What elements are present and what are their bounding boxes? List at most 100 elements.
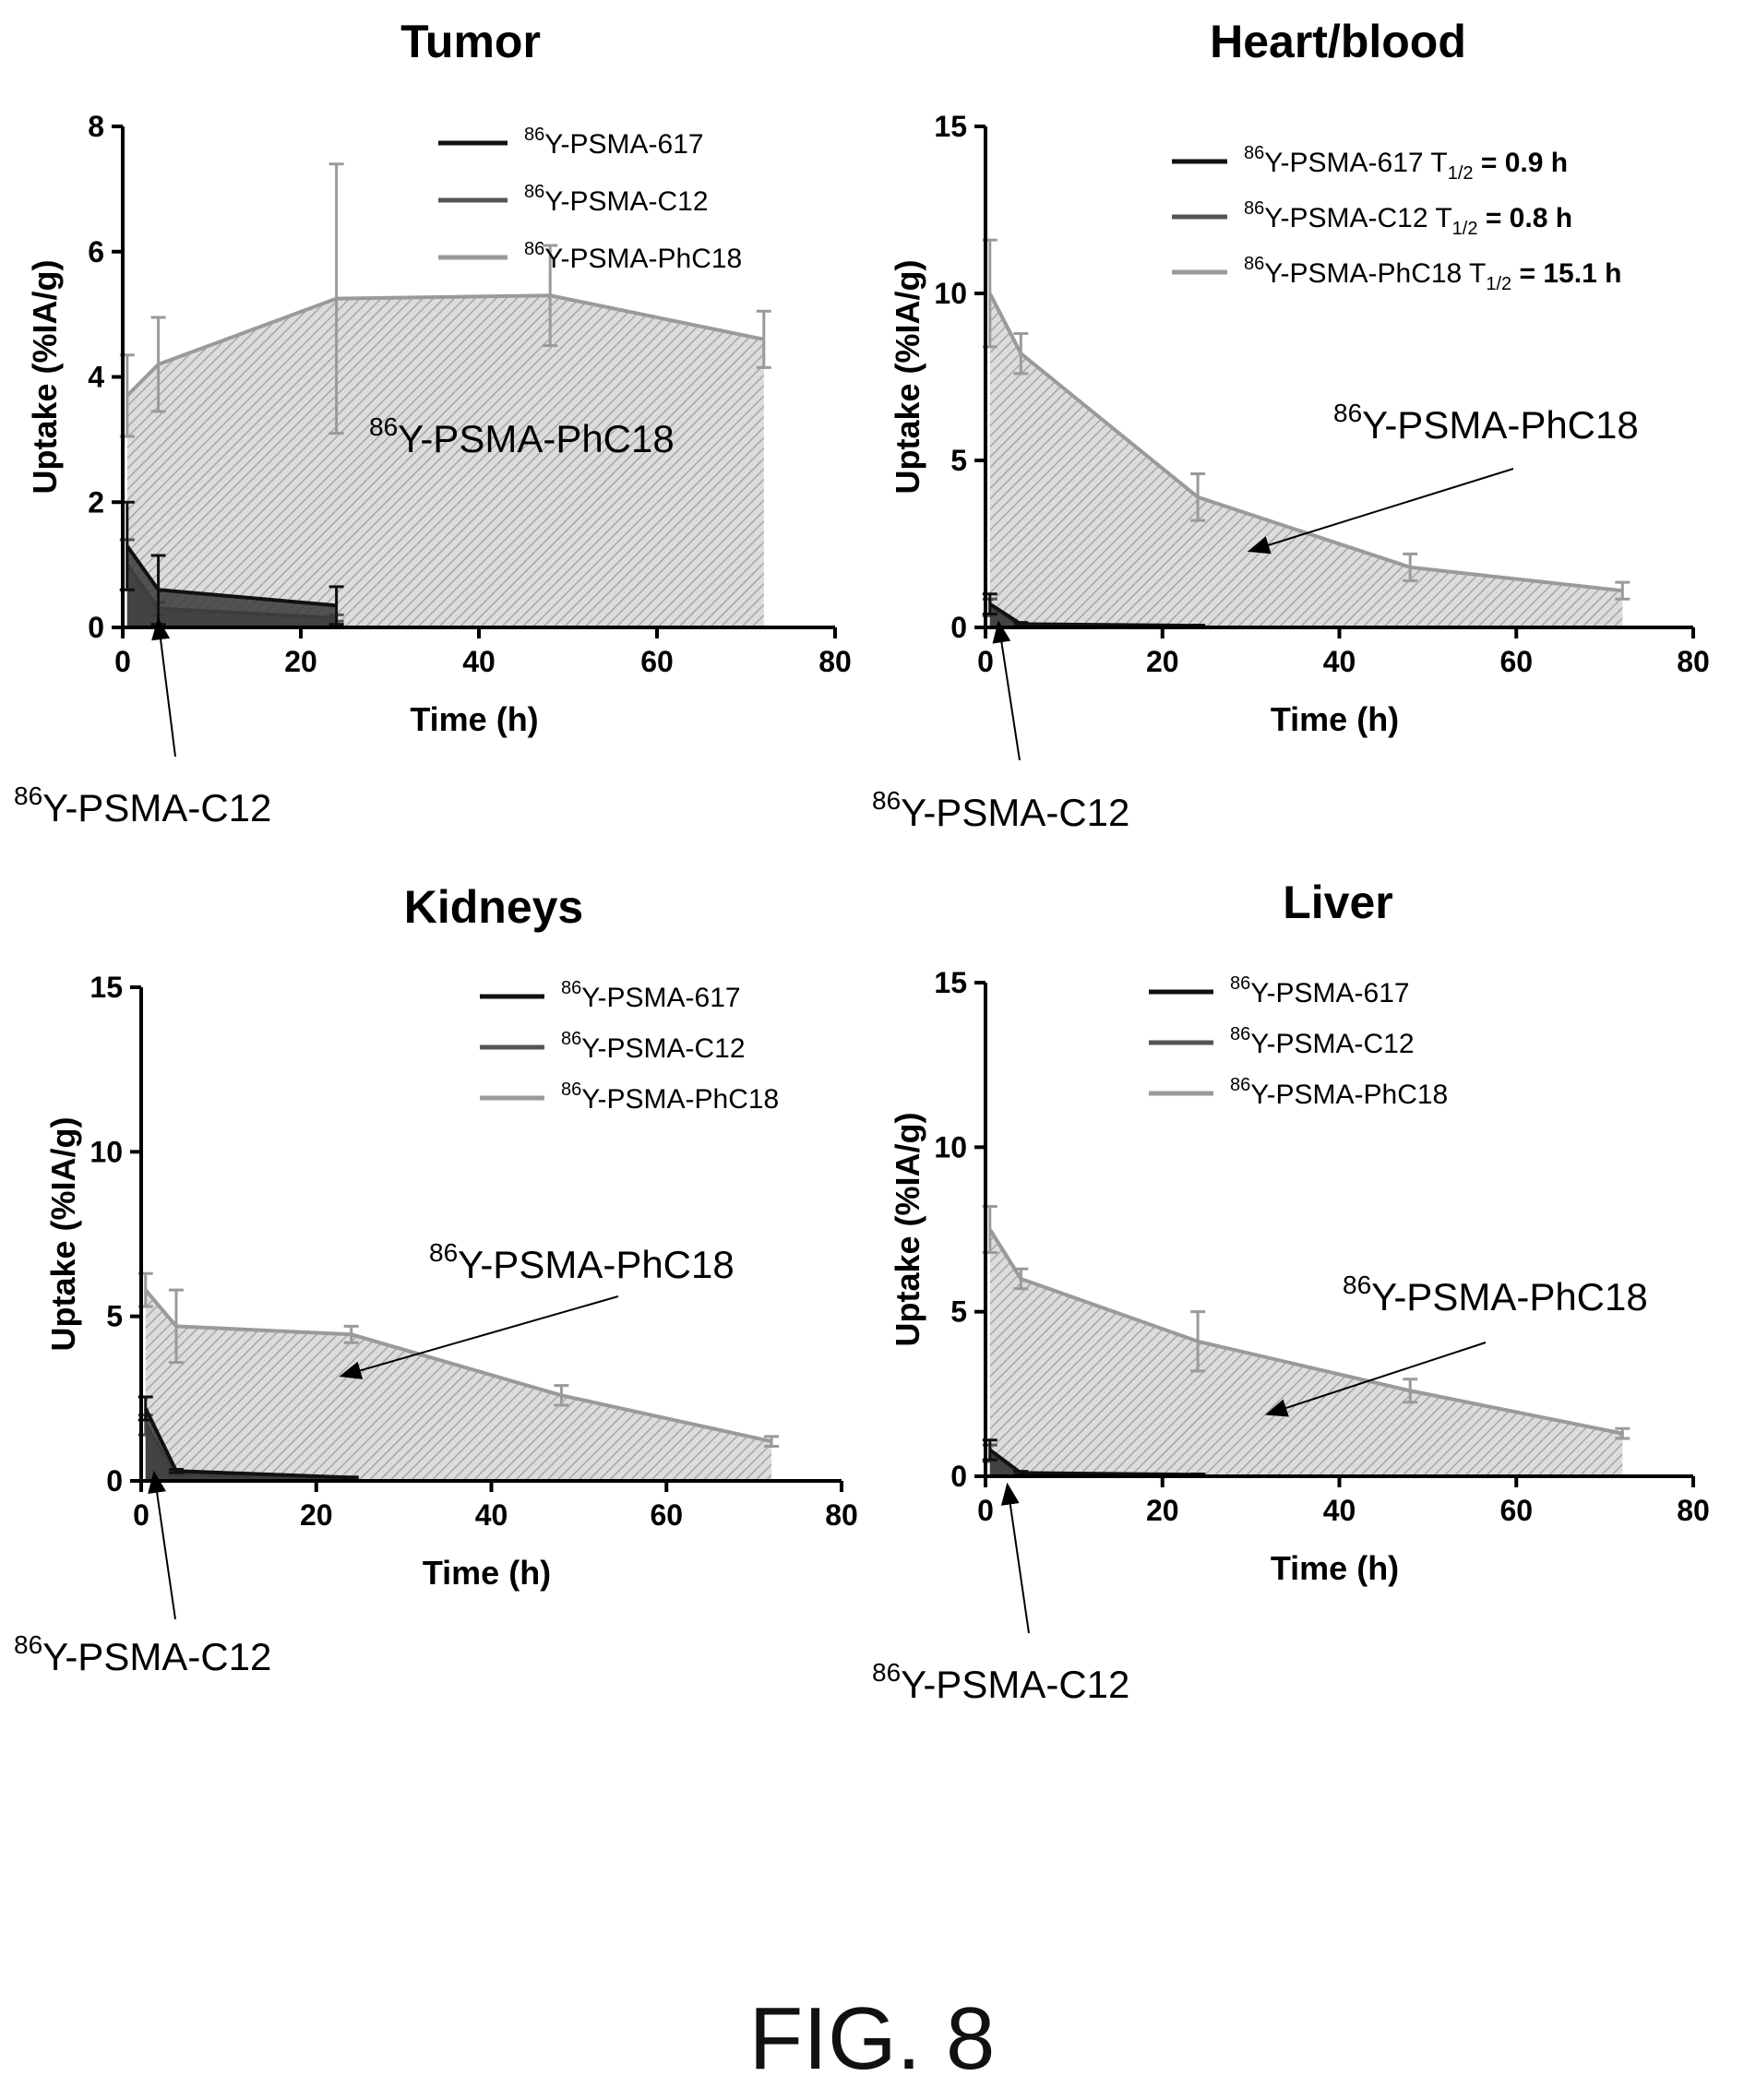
- text-part: Y-: [1264, 258, 1289, 289]
- x-tick-label: 0: [114, 645, 131, 678]
- text-part: Y-: [581, 1084, 606, 1115]
- text-part: 86: [872, 1658, 901, 1687]
- chart-title: Liver: [1283, 877, 1393, 928]
- text-part: T: [1428, 203, 1452, 233]
- annotation-label: 86Y-PSMA-C12: [14, 782, 271, 829]
- text-part: Y-: [544, 186, 569, 217]
- x-tick-label: 40: [462, 645, 496, 678]
- area-psma-phc18: [126, 295, 764, 627]
- annotation-c12: 86Y-PSMA-C12: [872, 1482, 1129, 1706]
- x-tick-label: 0: [977, 645, 994, 678]
- y-axis-label: Uptake (%IA/g): [889, 259, 926, 494]
- chart-panel-tumor: Tumor 0 2 4 6 8 0 20 40 60 80 Time (h) Uptake (%IA/g…: [0, 0, 872, 867]
- annotation-phc18: 86Y-PSMA-PhC18: [1247, 399, 1639, 555]
- text-part: PSMA-617: [1276, 978, 1410, 1008]
- legend-label: 86Y-PSMA-PhC18: [1230, 1075, 1448, 1110]
- legend-label: 86Y-PSMA-C12: [561, 1029, 746, 1064]
- text-part: PSMA-PhC18: [570, 244, 743, 274]
- text-part: 86: [524, 125, 544, 145]
- text-part: Y-: [581, 983, 606, 1013]
- y-axis-label: Uptake (%IA/g): [44, 1116, 82, 1351]
- legend-label: 86Y-PSMA-PhC18 T1/2 = 15.1 h: [1244, 254, 1621, 294]
- legend-item-psma-617: 86Y-PSMA-617: [480, 978, 741, 1013]
- annotation-arrow: [151, 617, 176, 758]
- text-part: 86: [1244, 254, 1264, 274]
- legend-label: 86Y-PSMA-C12: [524, 182, 709, 217]
- annotation-label: 86Y-PSMA-C12: [872, 786, 1129, 834]
- annotation-label: 86Y-PSMA-C12: [14, 1630, 271, 1678]
- errorbar-psma-phc18: [756, 309, 771, 369]
- area-psma-617: [126, 545, 337, 627]
- x-tick-label: 80: [825, 1498, 858, 1532]
- text-part: PSMA-C12: [570, 186, 709, 217]
- y-tick-label: 0: [106, 1464, 123, 1497]
- text-part: 86: [524, 239, 544, 259]
- y-tick-label: 15: [90, 971, 123, 1004]
- x-tick-label: 80: [1677, 1494, 1710, 1527]
- legend-item-psma-617: 86Y-PSMA-617: [438, 125, 704, 160]
- legend-label: 86Y-PSMA-617 T1/2 = 0.9 h: [1244, 143, 1568, 184]
- text-part: Y-: [1264, 148, 1289, 178]
- text-part: PSMA-617: [1290, 148, 1424, 178]
- legend-item-psma-617: 86Y-PSMA-617: [1149, 973, 1410, 1008]
- annotation-phc18: 86Y-PSMA-PhC18: [369, 412, 675, 460]
- x-tick-label: 40: [475, 1498, 508, 1532]
- annotation-phc18: 86Y-PSMA-PhC18: [339, 1238, 735, 1379]
- text-part: 86: [561, 1080, 581, 1100]
- text-part: PSMA-617: [607, 983, 741, 1013]
- text-part: Y-PSMA-C12: [42, 786, 271, 829]
- x-axis-label: Time (h): [423, 1554, 551, 1592]
- errorbar-psma-phc18: [1403, 1378, 1418, 1404]
- text-part: Y-PSMA-PhC18: [398, 417, 675, 460]
- chart-title: Tumor: [400, 16, 541, 67]
- annotation-label: 86Y-PSMA-C12: [872, 1658, 1129, 1706]
- x-tick-label: 60: [650, 1498, 683, 1532]
- y-axis-label: Uptake (%IA/g): [26, 259, 64, 494]
- chart-panel-liver: Liver 0 5 10 15 0 20 40 60 80 Time (h) Uptake (%IA/…: [872, 867, 1744, 1735]
- area-psma-617: [989, 1450, 1199, 1476]
- chart-panel-kidneys: Kidneys 0 5 10 15 0 20 40 60 80 Time (h) Uptake (%I…: [0, 867, 872, 1735]
- text-part: PSMA-PhC18: [1276, 1080, 1449, 1110]
- errorbar-psma-phc18: [554, 1384, 569, 1407]
- y-tick-label: 10: [90, 1135, 123, 1168]
- errorbar-psma-phc18: [764, 1435, 780, 1449]
- text-part: Y-: [1250, 1029, 1275, 1059]
- errorbar-psma-phc18: [343, 1324, 359, 1344]
- text-part: PSMA-PhC18: [607, 1084, 780, 1115]
- text-part: = 0.9 h: [1474, 148, 1569, 178]
- x-tick-label: 60: [1499, 1494, 1533, 1527]
- x-tick-label: 0: [133, 1498, 149, 1532]
- text-part: Y-PSMA-C12: [901, 1663, 1129, 1706]
- legend-label: 86Y-PSMA-C12 T1/2 = 0.8 h: [1244, 198, 1572, 239]
- annotation-label: 86Y-PSMA-PhC18: [429, 1238, 735, 1286]
- x-tick-label: 20: [1146, 1494, 1179, 1527]
- x-tick-label: 80: [1677, 645, 1710, 678]
- legend-item-psma-c12: 86Y-PSMA-C12: [438, 182, 709, 217]
- x-tick-label: 20: [300, 1498, 333, 1532]
- text-part: 86: [1230, 973, 1250, 994]
- legend-item-psma-phc18: 86Y-PSMA-PhC18: [438, 239, 742, 274]
- text-part: 1/2: [1452, 219, 1478, 239]
- chart-svg-liver: Liver 0 5 10 15 0 20 40 60 80 Time (h) Uptake (%IA/…: [872, 877, 1710, 1706]
- legend-item-psma-617: 86Y-PSMA-617 T1/2 = 0.9 h: [1172, 143, 1568, 184]
- text-part: Y-: [544, 244, 569, 274]
- errorbar-psma-phc18: [1013, 1267, 1029, 1291]
- x-tick-label: 60: [1499, 645, 1533, 678]
- text-part: = 15.1 h: [1511, 258, 1621, 289]
- annotation-phc18: 86Y-PSMA-PhC18: [1264, 1271, 1648, 1417]
- errorbar-psma-phc18: [150, 316, 166, 413]
- errorbar-psma-phc18: [1190, 471, 1206, 522]
- errorbar-psma-617: [328, 585, 344, 626]
- chart-svg-kidneys: Kidneys 0 5 10 15 0 20 40 60 80 Time (h) Uptake (%I…: [14, 881, 858, 1678]
- text-part: T: [1462, 258, 1486, 289]
- y-tick-label: 8: [88, 110, 104, 143]
- text-part: 86: [14, 782, 42, 810]
- legend-label: 86Y-PSMA-617: [524, 125, 704, 160]
- y-tick-label: 6: [88, 235, 104, 268]
- text-part: 1/2: [1486, 274, 1511, 294]
- errorbar-psma-phc18: [1403, 552, 1418, 582]
- errorbar-psma-phc18: [543, 244, 558, 348]
- annotation-arrow: [1247, 468, 1514, 555]
- errorbar-psma-617: [168, 1468, 184, 1474]
- text-part: PSMA-C12: [1290, 203, 1428, 233]
